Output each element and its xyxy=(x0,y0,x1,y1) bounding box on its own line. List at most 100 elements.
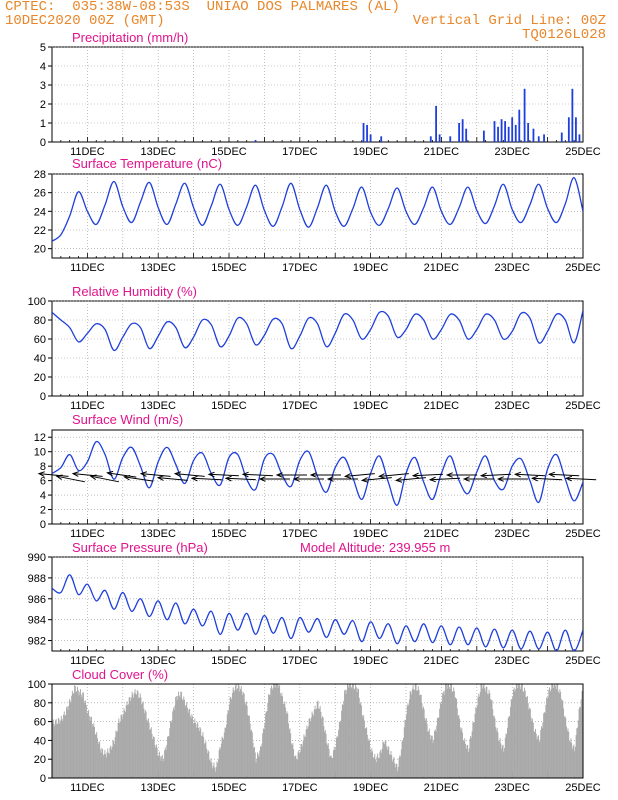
precip-bar xyxy=(523,88,526,142)
cloud-bar xyxy=(130,701,132,778)
precip-bar xyxy=(369,134,372,142)
wind-arrow xyxy=(141,473,171,477)
cloud-bar xyxy=(233,690,235,778)
cloud-bar xyxy=(524,690,526,778)
cloud-bar xyxy=(388,747,390,778)
cloud-bar xyxy=(199,726,201,778)
cloud-bar xyxy=(520,689,522,778)
cloud-bar xyxy=(456,699,458,778)
cloud-bar xyxy=(184,706,186,778)
cloud-bar xyxy=(155,744,157,778)
cloud-bar xyxy=(54,726,56,778)
cloud-bar xyxy=(226,724,227,778)
cloud-bar xyxy=(246,705,248,778)
cloud-bar xyxy=(180,691,182,778)
cloud-bar xyxy=(448,687,450,778)
cloud-bar xyxy=(271,685,272,778)
cloud-bar xyxy=(110,745,112,778)
cloud-frame-top xyxy=(51,683,584,779)
cloud-bar xyxy=(239,691,241,778)
rh-xtick-label: 11DEC xyxy=(70,400,105,412)
cloud-bar xyxy=(389,754,391,778)
cloud-bar xyxy=(71,695,73,778)
wind-arrow xyxy=(430,477,461,481)
cloud-bar xyxy=(158,755,160,778)
cloud-bar xyxy=(441,701,443,778)
cloud-bar xyxy=(108,753,110,778)
cloud-bar xyxy=(403,737,404,778)
cloud-bar xyxy=(314,705,316,778)
cloud-bar xyxy=(580,699,582,778)
rh-ytick-label: 60 xyxy=(34,334,46,346)
cloud-bar xyxy=(575,735,577,778)
precip-xtick-label: 17DEC xyxy=(282,146,318,158)
cloud-bar xyxy=(401,741,403,778)
wind-title: Surface Wind (m/s) xyxy=(72,412,183,427)
cloud-bar xyxy=(490,698,492,778)
temp-xtick-label: 25DEC xyxy=(565,262,601,274)
cloud-bar xyxy=(299,754,300,778)
cloud-bar xyxy=(254,752,256,778)
cloud-bar xyxy=(269,695,271,778)
cloud-bar xyxy=(487,693,489,778)
cloud-bar xyxy=(553,685,555,778)
cloud-bar xyxy=(518,684,520,778)
cloud-bar xyxy=(322,717,324,778)
wind-arrow-head xyxy=(395,477,403,483)
wind-ytick-label: 6 xyxy=(40,476,46,488)
cloud-bar xyxy=(392,759,394,778)
cloud-bar xyxy=(422,708,424,778)
cloud-bar xyxy=(121,715,123,778)
cloud-bar xyxy=(334,750,336,778)
cloud-bar xyxy=(358,688,359,778)
rh-series-line xyxy=(52,310,583,352)
cloud-bar xyxy=(566,730,568,778)
cloud-bar xyxy=(420,694,422,778)
cloud-bar xyxy=(79,691,81,778)
temp-frame xyxy=(51,173,584,259)
cloud-bar xyxy=(194,718,196,778)
cloud-bar xyxy=(343,700,345,778)
cloud-bar xyxy=(467,751,469,778)
cloud-bar xyxy=(190,718,192,778)
cloud-bar xyxy=(134,689,136,778)
rh-title: Relative Humidity (%) xyxy=(72,284,197,299)
wind-arrow xyxy=(158,477,188,481)
temp-series-line xyxy=(52,177,583,242)
cloud-bar xyxy=(118,718,120,778)
cloud-bar xyxy=(480,684,482,778)
cloud-bar xyxy=(332,750,334,778)
cloud-bar xyxy=(240,685,242,778)
cloud-bar xyxy=(341,704,343,778)
cloud-bar xyxy=(285,707,286,778)
cloud-bar xyxy=(422,706,424,778)
precip-xtick-label: 11DEC xyxy=(70,146,105,158)
temp-xtick-label: 23DEC xyxy=(494,262,530,274)
temp-title: Surface Temperature (nC) xyxy=(72,156,222,171)
cloud-bar xyxy=(152,739,154,778)
cloud-bar xyxy=(85,705,87,778)
cloud-bar xyxy=(247,714,249,778)
cloud-bar xyxy=(374,753,376,778)
cloud-bar xyxy=(273,684,275,778)
cloud-bar xyxy=(538,735,539,778)
cloud-bar xyxy=(165,749,167,778)
cloud-bar xyxy=(181,691,182,778)
cloud-bar xyxy=(106,752,108,778)
cloud-bar xyxy=(195,727,197,778)
psfc-title: Surface Pressure (hPa) xyxy=(72,540,208,555)
cloud-bar xyxy=(443,694,445,778)
cloud-bar xyxy=(501,745,503,778)
cloud-bar xyxy=(338,721,340,778)
cloud-bar xyxy=(229,704,230,778)
cloud-bar xyxy=(130,697,132,778)
cloud-bar xyxy=(446,688,448,778)
cloud-bar xyxy=(64,715,66,778)
cloud-bar xyxy=(377,758,379,778)
precip-ytick-label: 5 xyxy=(40,42,46,54)
cloud-bar xyxy=(506,734,508,778)
cloud-bar xyxy=(477,697,479,778)
cloud-bar xyxy=(174,705,176,778)
precip-bar xyxy=(527,123,530,142)
cloud-bar xyxy=(276,684,278,778)
